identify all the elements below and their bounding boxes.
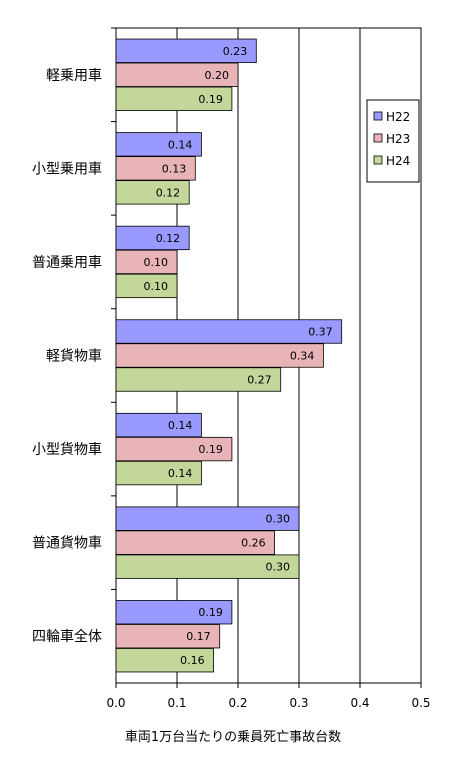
bar-h24	[115, 86, 233, 111]
data-label: 0.26	[241, 537, 266, 550]
category-label: 小型乗用車	[32, 160, 102, 177]
data-label: 0.34	[290, 350, 315, 363]
bar-h22	[115, 319, 343, 344]
legend-swatch	[373, 111, 383, 121]
bar-h22	[115, 225, 190, 251]
bar-h22	[115, 38, 257, 63]
bar-h23	[115, 62, 239, 87]
data-label: 0.14	[168, 138, 193, 151]
category-label: 普通貨物車	[32, 535, 102, 552]
x-tick-label: 0.1	[167, 696, 186, 710]
data-label: 0.13	[162, 162, 187, 175]
bar-h22	[115, 412, 202, 438]
data-label: 0.20	[205, 69, 230, 82]
data-label: 0.19	[198, 606, 223, 619]
category-label: 軽貨物車	[46, 348, 102, 365]
x-tick-label: 0.5	[411, 696, 430, 710]
bar-h22	[115, 132, 202, 157]
data-label: 0.16	[180, 654, 205, 667]
data-label: 0.19	[198, 443, 223, 456]
category-label: 四輪車全体	[32, 628, 102, 645]
category-label: 軽乗用車	[46, 67, 102, 84]
data-label: 0.19	[198, 93, 223, 106]
x-tick-label: 0.2	[228, 696, 247, 710]
bar-h23	[115, 249, 178, 275]
x-tick-label: 0.3	[289, 696, 308, 710]
bar-h24	[115, 367, 282, 392]
bar-h24	[115, 554, 300, 579]
bar-h24	[115, 648, 214, 673]
data-label: 0.17	[186, 630, 211, 643]
bar-h23	[115, 436, 233, 462]
data-label: 0.14	[168, 467, 193, 480]
x-tick-label: 0.4	[350, 696, 369, 710]
bar-h22	[115, 600, 233, 625]
data-label: 0.12	[156, 186, 181, 199]
data-label: 0.30	[266, 513, 291, 526]
legend-swatch	[373, 155, 383, 165]
data-label: 0.30	[266, 561, 291, 574]
data-label: 0.37	[308, 326, 333, 339]
legend-label: H22	[386, 110, 410, 124]
data-label: 0.27	[247, 374, 272, 387]
legend-label: H24	[386, 154, 410, 168]
x-tick-label: 0.0	[106, 696, 125, 710]
bar-h23	[115, 343, 324, 368]
legend-swatch	[373, 133, 383, 143]
bar-h23	[115, 156, 196, 181]
data-label: 0.10	[144, 280, 169, 293]
x-axis-title: 車両1万台当たりの乗員死亡事故台数	[124, 730, 342, 745]
bar-h23	[115, 624, 221, 649]
data-label: 0.23	[223, 45, 248, 58]
bar-h22	[115, 506, 300, 531]
data-label: 0.12	[156, 232, 181, 245]
category-label: 普通乗用車	[32, 254, 102, 271]
bar-h24	[115, 273, 178, 299]
bar-h24	[115, 460, 202, 486]
bar-h24	[115, 180, 190, 205]
data-label: 0.10	[144, 256, 169, 269]
category-label: 小型貨物車	[32, 441, 102, 458]
bar-h23	[115, 530, 276, 555]
data-label: 0.14	[168, 419, 193, 432]
legend-label: H23	[386, 132, 410, 146]
